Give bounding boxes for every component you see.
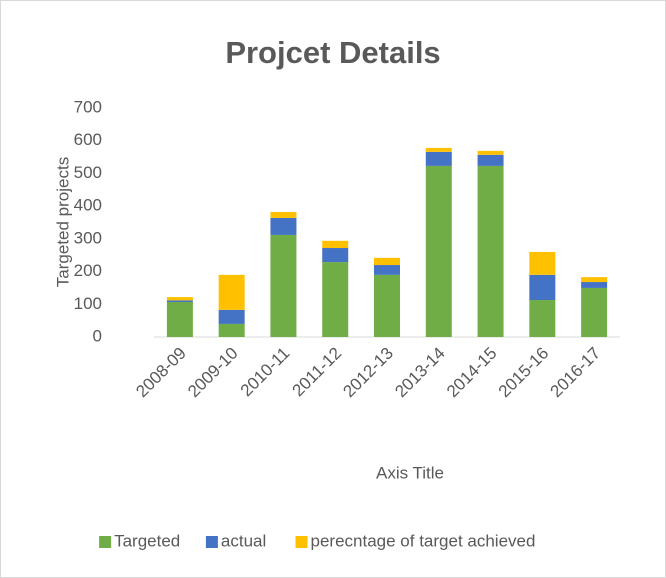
- y-tick-label: 400: [74, 196, 102, 215]
- y-axis-title: Targeted projects: [53, 157, 72, 287]
- bar-segment: [374, 274, 400, 337]
- legend-swatch: [205, 536, 218, 548]
- bar-segment: [477, 165, 504, 337]
- legend-label: actual: [221, 531, 266, 550]
- bar-segment: [166, 300, 193, 302]
- y-tick-label: 300: [74, 228, 102, 247]
- legend-swatch: [295, 536, 308, 548]
- bar-segment: [425, 147, 452, 152]
- bar-segment: [425, 165, 452, 337]
- bar-segment: [270, 212, 297, 218]
- bar-segment: [166, 301, 193, 337]
- x-axis-title: Axis Title: [376, 463, 444, 482]
- bar-segment: [166, 297, 193, 301]
- y-tick-label: 100: [74, 294, 102, 313]
- bar-segment: [218, 309, 245, 324]
- bar-segment: [322, 248, 349, 263]
- bar-segment: [218, 274, 245, 310]
- bar-segment: [425, 151, 452, 166]
- bar-segment: [218, 323, 245, 337]
- bar-segment: [374, 265, 400, 275]
- bar-segment: [477, 154, 504, 166]
- y-tick-label: 200: [74, 261, 102, 280]
- bar-segment: [322, 240, 349, 249]
- bar-segment: [581, 277, 608, 283]
- legend-label: perecntage of target achieved: [311, 531, 536, 550]
- bar-segment: [270, 217, 297, 235]
- bar-segment: [322, 262, 349, 337]
- bar-segment: [477, 150, 504, 155]
- chart-title: Projcet Details: [225, 35, 440, 70]
- y-tick-label: 700: [74, 97, 102, 116]
- bar-segment: [374, 257, 400, 266]
- legend-label: Targeted: [114, 531, 180, 550]
- bar-segment: [529, 300, 556, 337]
- bar-segment: [529, 251, 556, 275]
- y-tick-label: 500: [74, 163, 102, 182]
- legend-swatch: [99, 536, 112, 548]
- bar-segment: [270, 234, 297, 337]
- bar-segment: [529, 274, 556, 301]
- bar-segment: [581, 282, 608, 288]
- y-tick-label: 0: [93, 326, 102, 345]
- y-tick-label: 600: [74, 130, 102, 149]
- bar-segment: [581, 287, 608, 337]
